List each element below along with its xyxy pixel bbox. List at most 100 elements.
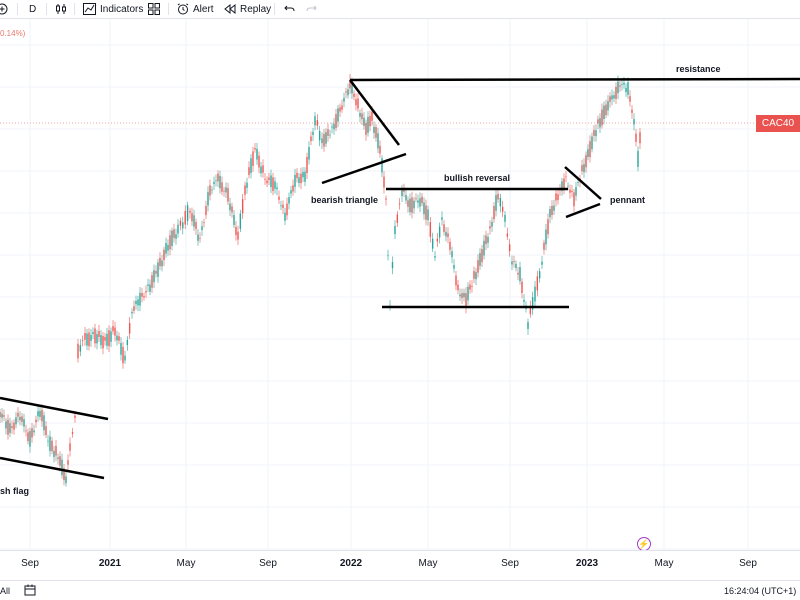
pennant-lower-line[interactable] [565, 202, 601, 219]
candle-body [413, 200, 415, 209]
candle-body [385, 198, 387, 200]
candle-body [635, 133, 637, 142]
candle-body [629, 96, 631, 102]
candle-body [434, 255, 436, 258]
candle-body [487, 236, 489, 243]
candle-body [349, 79, 351, 89]
add-symbol-button[interactable] [0, 0, 10, 18]
candle-body [504, 214, 506, 222]
time-tick: May [654, 558, 674, 569]
candle-body [603, 105, 605, 119]
candle-body [274, 181, 276, 189]
candle-body [108, 330, 110, 347]
alert-button[interactable]: Alert [177, 0, 214, 18]
replay-button[interactable]: Replay [224, 0, 271, 18]
toolbar-divider [17, 3, 18, 15]
interval-button[interactable]: D [29, 0, 36, 18]
time-tick: May [176, 558, 196, 569]
time-tick: 2023 [575, 558, 599, 569]
candle-body [31, 428, 33, 438]
candle-body [203, 222, 205, 223]
candle-body [453, 264, 455, 269]
candle-body [86, 333, 88, 346]
candle-body [268, 177, 270, 180]
candle-body [543, 242, 545, 250]
candle-body [239, 213, 242, 229]
candle-body [153, 270, 155, 283]
candle-body [292, 185, 294, 192]
candle-body [248, 167, 250, 175]
candle-body [377, 133, 379, 149]
candle-body [197, 234, 199, 241]
custom-range-button[interactable] [24, 584, 36, 598]
triangle-lower-line[interactable] [321, 152, 407, 185]
candle-body [43, 415, 45, 431]
candle-body [339, 107, 341, 112]
drawing-layer[interactable] [0, 77, 800, 480]
flag-upper-line[interactable] [0, 396, 109, 421]
symbol-price-badge[interactable]: CAC40 [756, 115, 800, 132]
layouts-button[interactable] [148, 0, 160, 18]
indicators-button[interactable]: Indicators [83, 0, 143, 18]
candle-body [477, 260, 479, 273]
candle-body [126, 339, 129, 345]
candle-body [189, 210, 191, 213]
candle-body [92, 332, 94, 335]
undo-button[interactable] [284, 0, 295, 18]
resistance-line[interactable] [349, 77, 800, 82]
indicators-icon [83, 3, 96, 15]
candle-body [527, 322, 529, 329]
candle-body [551, 205, 553, 215]
candle-body [575, 187, 577, 196]
candle-body [325, 132, 327, 144]
candle-body [359, 112, 361, 117]
candle-body [94, 328, 96, 344]
candle-body [493, 206, 495, 220]
price-chart[interactable] [0, 19, 800, 550]
candle-body [237, 231, 239, 240]
candle-body [337, 108, 339, 122]
candle-body [637, 150, 639, 167]
chart-type-button[interactable] [55, 0, 67, 18]
lightning-icon[interactable]: ⚡ [637, 537, 651, 551]
candle-body [29, 431, 31, 447]
candle-body [577, 182, 579, 183]
candle-body [229, 203, 231, 211]
redo-button[interactable] [306, 0, 317, 18]
candle-body [519, 266, 521, 282]
calendar-icon [24, 584, 36, 598]
candle-body [329, 134, 331, 136]
time-tick: Sep [21, 558, 39, 569]
candle-body [345, 91, 347, 93]
candle-body [365, 123, 367, 135]
clock-display[interactable]: 16:24:04 (UTC+1) [724, 586, 797, 596]
candle-body [363, 117, 365, 126]
candle-body [304, 171, 306, 182]
toolbar-divider [274, 3, 275, 15]
candle-body [373, 126, 375, 133]
candle-body [457, 284, 459, 291]
candle-body [409, 198, 411, 212]
candle-body [260, 166, 262, 174]
candle-body [611, 95, 613, 100]
candle-body [429, 222, 432, 237]
pennant-upper-line[interactable] [564, 166, 602, 200]
time-axis[interactable]: Sep 2021 May Sep 2022 May Sep 2023 May S… [0, 550, 800, 580]
candle-body [233, 215, 235, 226]
candle-body [491, 221, 493, 227]
candle-body [207, 192, 209, 206]
candle-body [209, 185, 211, 196]
candle-body [423, 202, 425, 215]
candle-body [627, 82, 629, 95]
flag-lower-line[interactable] [0, 456, 105, 480]
chart-pane[interactable] [0, 19, 800, 550]
candle-body [449, 241, 451, 250]
indicators-label: Indicators [100, 3, 144, 15]
triangle-upper-line[interactable] [349, 79, 400, 146]
candle-body [387, 255, 389, 257]
candle-body [296, 172, 298, 179]
candle-body [511, 261, 513, 265]
candle-body [167, 244, 169, 251]
range-all-button[interactable]: All [0, 586, 11, 596]
candle-body [252, 151, 254, 166]
